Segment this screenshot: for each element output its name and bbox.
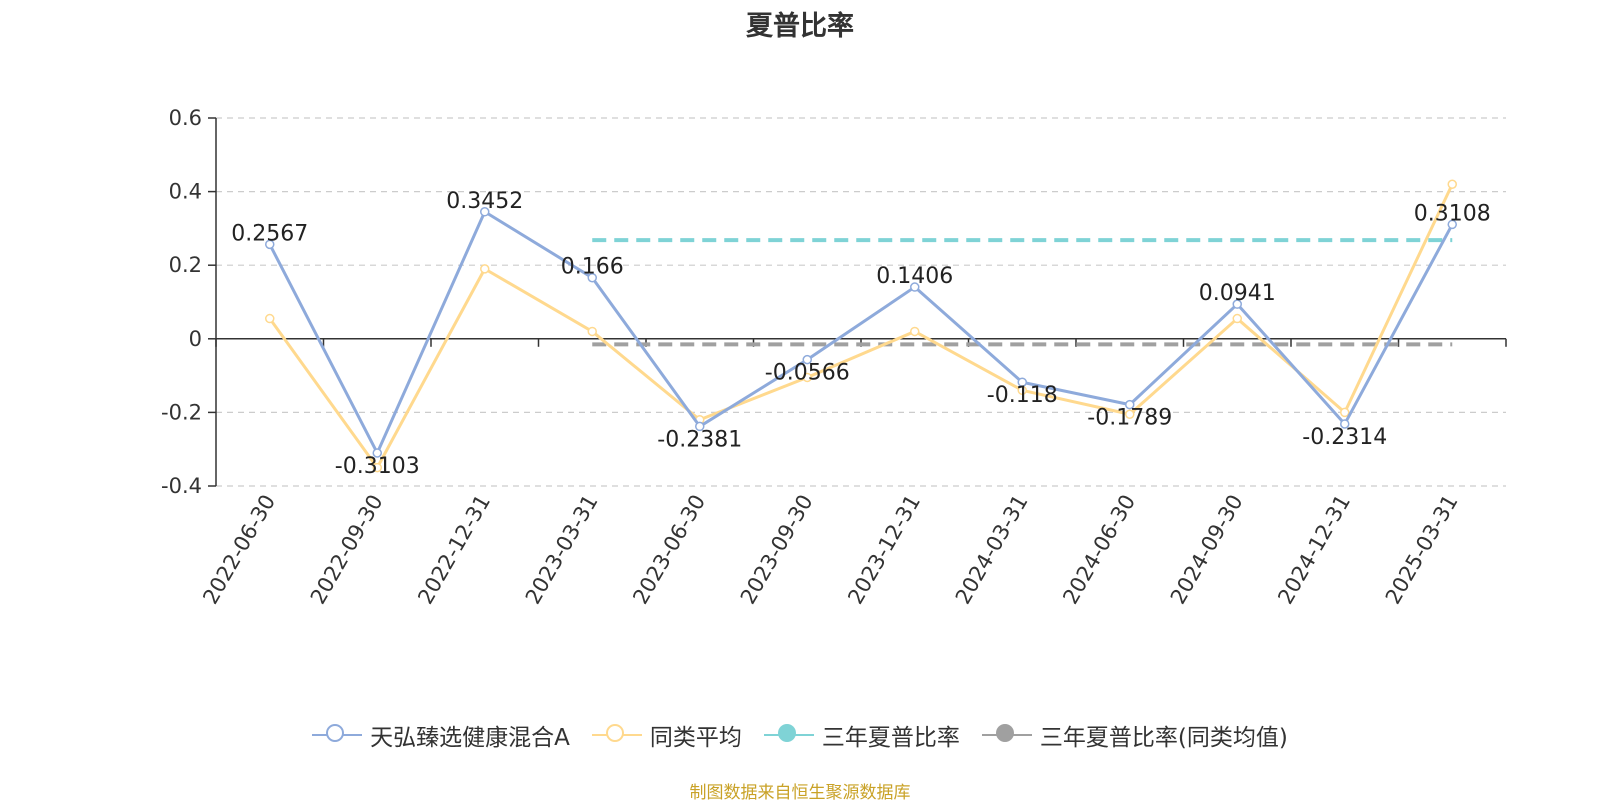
fund-data-label: 0.2567 bbox=[231, 221, 308, 246]
average-data-point bbox=[1232, 313, 1242, 324]
legend-filled-circle-icon bbox=[763, 720, 814, 750]
average-data-point bbox=[1125, 409, 1135, 419]
average-data-point bbox=[480, 264, 490, 274]
y-tick-label: -0.4 bbox=[161, 474, 202, 498]
fund-data-point bbox=[480, 207, 490, 217]
fund-data-label: -0.1789 bbox=[1087, 406, 1172, 431]
legend-label: 三年夏普比率 bbox=[821, 725, 960, 751]
y-tick-label: -0.2 bbox=[161, 400, 202, 424]
x-tick-label: 2023-12-31 bbox=[843, 491, 925, 609]
legend-item-category-average[interactable]: 同类平均 bbox=[591, 718, 742, 752]
legend-label: 三年夏普比率(同类均值) bbox=[1039, 725, 1288, 751]
x-tick-label: 2023-06-30 bbox=[628, 491, 710, 609]
average-data-point bbox=[265, 313, 275, 324]
x-tick-label: 2024-03-31 bbox=[951, 491, 1033, 609]
average-data-point bbox=[372, 462, 382, 473]
x-tick-label: 2022-06-30 bbox=[198, 491, 280, 609]
source-note: 制图数据来自恒生聚源数据库 bbox=[689, 783, 911, 803]
fund-data-label: 0.0941 bbox=[1199, 281, 1276, 306]
average-data-point bbox=[802, 372, 812, 383]
average-data-point bbox=[910, 326, 920, 337]
legend-hollow-circle-icon bbox=[591, 720, 642, 750]
x-tick-label: 2022-09-30 bbox=[306, 491, 388, 609]
legend-item-three-year-sharpe[interactable]: 三年夏普比率 bbox=[763, 718, 960, 752]
y-tick-label: 0.6 bbox=[169, 106, 202, 130]
fund-data-point bbox=[1340, 419, 1350, 429]
legend: 天弘臻选健康混合A 同类平均 三年夏普比率 三年夏普比率(同类均值) bbox=[0, 718, 1600, 752]
fund-data-label: -0.2314 bbox=[1302, 425, 1387, 450]
fund-data-point bbox=[802, 354, 812, 365]
chart-title: 夏普比率 bbox=[746, 11, 854, 42]
x-tick-label: 2024-06-30 bbox=[1058, 491, 1140, 609]
fund-series-line bbox=[268, 210, 1454, 455]
x-tick-label: 2025-03-31 bbox=[1381, 491, 1463, 609]
fund-data-point bbox=[1017, 377, 1027, 387]
y-tick-label: 0.2 bbox=[169, 253, 202, 277]
fund-data-point bbox=[265, 239, 275, 250]
fund-data-label: -0.118 bbox=[987, 383, 1058, 408]
reference-lines-layer bbox=[592, 238, 1453, 347]
fund-data-label: 0.3452 bbox=[446, 189, 523, 214]
legend-filled-circle-icon bbox=[981, 720, 1032, 750]
grid-layer bbox=[216, 117, 1506, 487]
average-data-point bbox=[587, 326, 597, 337]
y-tick-label: 0 bbox=[189, 327, 202, 351]
data-labels-layer: 0.2567 -0.3103 0.3452 0.166 -0.2381 -0.0566 0.… bbox=[231, 189, 1490, 479]
average-data-point bbox=[1340, 407, 1350, 418]
fund-data-point bbox=[372, 448, 382, 458]
x-tick-label: 2023-03-31 bbox=[521, 491, 603, 609]
y-tick-label: 0.4 bbox=[169, 180, 202, 204]
fund-data-point bbox=[587, 272, 597, 283]
legend-hollow-circle-icon bbox=[312, 720, 363, 750]
fund-data-point bbox=[695, 421, 705, 432]
fund-data-point bbox=[1125, 399, 1135, 410]
legend-label: 天弘臻选健康混合A bbox=[370, 725, 570, 751]
average-series-line bbox=[268, 183, 1454, 470]
legend-item-three-year-sharpe-average[interactable]: 三年夏普比率(同类均值) bbox=[981, 718, 1288, 752]
fund-data-point bbox=[1447, 219, 1457, 230]
fund-data-label: -0.3103 bbox=[335, 454, 420, 479]
x-tick-label: 2024-12-31 bbox=[1273, 491, 1355, 609]
x-tick-label: 2024-09-30 bbox=[1166, 491, 1248, 609]
fund-data-label: -0.2381 bbox=[657, 427, 742, 452]
fund-data-point bbox=[1232, 299, 1242, 309]
series-layer bbox=[265, 179, 1457, 473]
average-data-point bbox=[1447, 179, 1457, 189]
fund-data-label: 0.3108 bbox=[1414, 201, 1491, 226]
x-tick-label: 2023-09-30 bbox=[736, 491, 818, 609]
legend-item-fund[interactable]: 天弘臻选健康混合A bbox=[312, 718, 570, 752]
legend-label: 同类平均 bbox=[649, 725, 742, 751]
x-tick-label: 2022-12-31 bbox=[413, 491, 495, 609]
fund-data-label: -0.0566 bbox=[765, 361, 850, 386]
fund-data-label: 0.166 bbox=[561, 255, 624, 280]
fund-data-point bbox=[910, 282, 920, 292]
fund-data-label: 0.1406 bbox=[876, 264, 953, 289]
